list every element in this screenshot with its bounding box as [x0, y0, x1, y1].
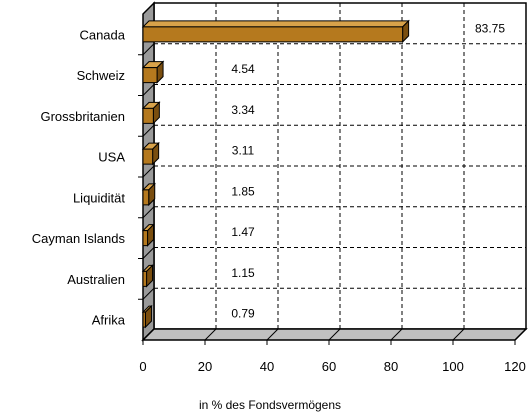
- chart-walls: [141, 1, 528, 342]
- category-label: Liquidität: [73, 190, 125, 205]
- bar-front: [142, 311, 146, 328]
- floor-line: [142, 328, 155, 341]
- bar: [141, 223, 155, 247]
- category-label: Afrika: [92, 313, 126, 328]
- value-label: 3.34: [231, 103, 255, 117]
- side-wall-line: [142, 247, 155, 259]
- category-label: Schweiz: [77, 68, 125, 83]
- bar: [141, 264, 154, 288]
- floor-line: [452, 328, 465, 341]
- x-tick-labels: 0 20 40 60 80 100 120: [139, 359, 525, 374]
- grid-lines: [138, 3, 527, 345]
- side-wall-line: [142, 287, 155, 300]
- category-labels: Canada Schweiz Grossbritanien USA Liquidität…: [32, 27, 126, 327]
- floor-line: [266, 328, 279, 341]
- x-tick-label: 40: [260, 359, 274, 374]
- side-wall-line: [142, 206, 155, 219]
- floor-line: [204, 328, 217, 341]
- x-tick-label: 100: [442, 359, 464, 374]
- side-wall-line: [142, 84, 155, 96]
- bar-front: [142, 189, 150, 206]
- x-tick-label: 0: [139, 359, 146, 374]
- x-tick-label: 120: [504, 359, 526, 374]
- side-wall-line: [142, 124, 155, 137]
- bar-front: [142, 67, 158, 84]
- value-label: 4.54: [231, 62, 255, 76]
- bar-front: [142, 230, 149, 247]
- floor-line: [328, 328, 341, 341]
- category-label: USA: [98, 150, 125, 165]
- category-label: Cayman Islands: [32, 231, 126, 246]
- x-tick-label: 80: [384, 359, 398, 374]
- bar-front: [142, 26, 404, 43]
- bar: [141, 60, 165, 84]
- floor-line: [390, 328, 403, 341]
- category-label: Australien: [67, 272, 125, 287]
- floor-line: [514, 328, 527, 341]
- bar-front: [142, 148, 154, 165]
- bar: [141, 141, 160, 166]
- bar-top: [141, 20, 410, 28]
- value-label: 83.75: [475, 21, 505, 35]
- category-label: Canada: [79, 27, 125, 42]
- x-axis-label: in % des Fondsvermögens: [199, 398, 341, 412]
- x-tick-label: 20: [198, 359, 212, 374]
- value-labels: 83.75 4.54 3.34 3.11 1.85 1.47 1.15 0.79: [231, 21, 505, 320]
- bar-front: [142, 107, 154, 124]
- bar-front: [142, 270, 148, 287]
- category-label: Grossbritanien: [40, 109, 125, 124]
- side-wall-line: [142, 43, 155, 56]
- bar: [141, 101, 161, 125]
- value-label: 1.15: [231, 266, 255, 280]
- bar: [141, 304, 153, 329]
- value-label: 3.11: [232, 144, 255, 158]
- value-label: 1.47: [231, 225, 255, 239]
- bars: [141, 19, 410, 329]
- bar: [141, 19, 410, 44]
- x-tick-label: 60: [322, 359, 336, 374]
- bar: [141, 182, 156, 207]
- value-label: 0.79: [231, 307, 255, 321]
- value-label: 1.85: [231, 184, 255, 198]
- side-wall-line: [142, 165, 155, 178]
